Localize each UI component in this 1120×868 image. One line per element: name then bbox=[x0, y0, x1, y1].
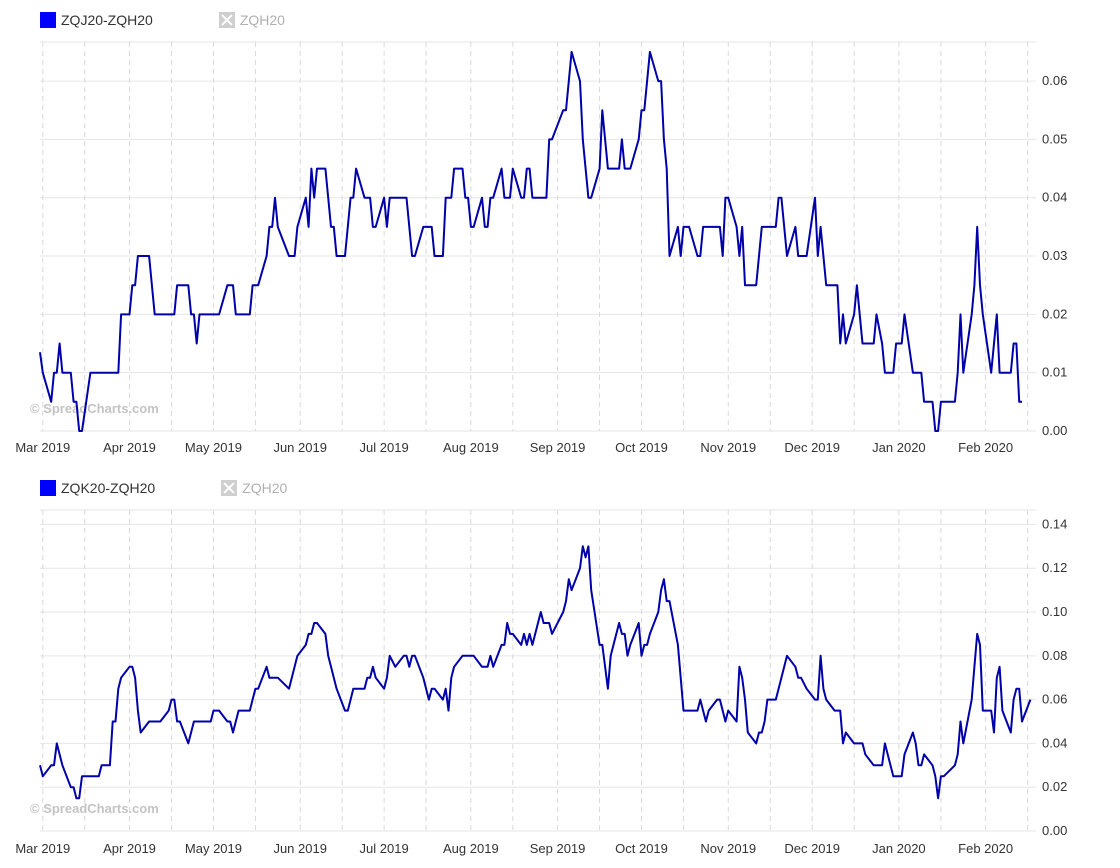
chart-panel-bottom: ZQK20-ZQH20 ZQH20 0.00 0.02 0.04 0.06 0.08 0.… bbox=[0, 470, 1120, 868]
x-tick-label: Jan 2020 bbox=[872, 440, 926, 455]
legend-label-hidden-series: ZQH20 bbox=[239, 12, 285, 28]
legend-item-series[interactable]: ZQJ20-ZQH20 bbox=[40, 12, 153, 28]
series-line bbox=[39, 545, 1032, 800]
x-tick-label: Feb 2020 bbox=[958, 440, 1013, 455]
series-line bbox=[39, 50, 1022, 432]
x-tick-label: Dec 2019 bbox=[784, 841, 840, 856]
x-tick-label: Mar 2019 bbox=[15, 841, 70, 856]
y-tick-label: 0.00 bbox=[1042, 423, 1067, 438]
x-tick-label: Sep 2019 bbox=[530, 440, 586, 455]
y-tick-label: 0.05 bbox=[1042, 131, 1067, 146]
y-tick-label: 0.04 bbox=[1042, 735, 1067, 750]
y-tick-label: 0.04 bbox=[1042, 190, 1067, 205]
x-tick-label: Aug 2019 bbox=[443, 440, 499, 455]
legend-label-series: ZQK20-ZQH20 bbox=[61, 480, 156, 496]
x-tick-label: Dec 2019 bbox=[784, 440, 840, 455]
chart-panel-top: ZQJ20-ZQH20 ZQH20 0.00 0.01 0.02 0.03 0.04 0.… bbox=[0, 0, 1120, 460]
y-tick-label: 0.06 bbox=[1042, 73, 1067, 88]
x-tick-label: May 2019 bbox=[185, 440, 242, 455]
line-chart-bottom: 0.00 0.02 0.04 0.06 0.08 0.10 0.12 0.14 Mar 2019… bbox=[15, 509, 1067, 856]
y-tick-label: 0.06 bbox=[1042, 692, 1067, 707]
watermark-text: © SpreadCharts.com bbox=[30, 801, 159, 816]
x-tick-label: May 2019 bbox=[185, 841, 242, 856]
y-tick-label: 0.00 bbox=[1042, 823, 1067, 838]
watermark-text: © SpreadCharts.com bbox=[30, 401, 159, 416]
x-tick-label: Jun 2019 bbox=[273, 440, 327, 455]
x-tick-label: Jun 2019 bbox=[273, 841, 327, 856]
x-tick-label: Aug 2019 bbox=[443, 841, 499, 856]
x-tick-label: Nov 2019 bbox=[700, 841, 756, 856]
legend: ZQK20-ZQH20 ZQH20 bbox=[40, 478, 353, 498]
y-tick-label: 0.02 bbox=[1042, 306, 1067, 321]
hidden-series-icon bbox=[218, 12, 235, 28]
x-tick-label: Feb 2020 bbox=[958, 841, 1013, 856]
y-tick-label: 0.12 bbox=[1042, 560, 1067, 575]
y-tick-label: 0.08 bbox=[1042, 648, 1067, 663]
legend-item-hidden-series[interactable]: ZQH20 bbox=[218, 12, 285, 28]
legend-label-hidden-series: ZQH20 bbox=[242, 480, 288, 496]
legend-item-hidden-series[interactable]: ZQH20 bbox=[221, 480, 287, 496]
legend: ZQJ20-ZQH20 ZQH20 bbox=[40, 10, 351, 30]
y-tick-label: 0.02 bbox=[1042, 779, 1067, 794]
line-chart-top: 0.00 0.01 0.02 0.03 0.04 0.05 0.06 Mar 2019 Apr … bbox=[15, 41, 1067, 455]
y-tick-label: 0.10 bbox=[1042, 604, 1067, 619]
x-tick-label: Jul 2019 bbox=[360, 841, 409, 856]
x-tick-label: Sep 2019 bbox=[530, 841, 586, 856]
y-tick-label: 0.14 bbox=[1042, 516, 1067, 531]
legend-item-series[interactable]: ZQK20-ZQH20 bbox=[40, 480, 155, 496]
y-tick-label: 0.03 bbox=[1042, 248, 1067, 263]
x-tick-label: Oct 2019 bbox=[615, 440, 668, 455]
y-tick-label: 0.01 bbox=[1042, 365, 1067, 380]
hidden-series-icon bbox=[221, 480, 238, 496]
x-tick-label: Apr 2019 bbox=[103, 440, 156, 455]
series-color-swatch bbox=[40, 12, 56, 28]
legend-label-series: ZQJ20-ZQH20 bbox=[61, 12, 153, 28]
x-tick-label: Mar 2019 bbox=[15, 440, 70, 455]
x-tick-label: Nov 2019 bbox=[700, 440, 756, 455]
series-color-swatch bbox=[40, 480, 56, 496]
x-tick-label: Jul 2019 bbox=[360, 440, 409, 455]
x-tick-label: Jan 2020 bbox=[872, 841, 926, 856]
x-tick-label: Oct 2019 bbox=[615, 841, 668, 856]
x-tick-label: Apr 2019 bbox=[103, 841, 156, 856]
